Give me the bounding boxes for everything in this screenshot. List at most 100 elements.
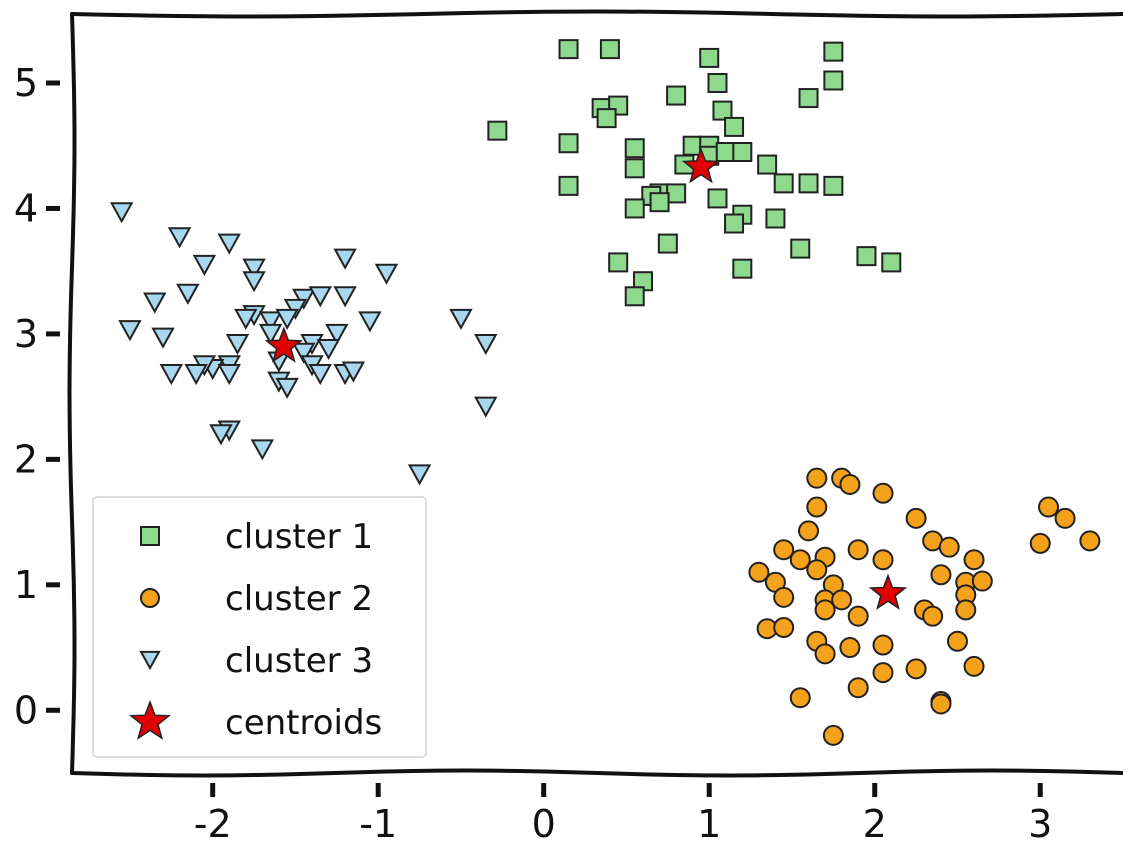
cluster-2-point — [839, 473, 861, 495]
cluster-2-point — [930, 693, 952, 715]
data-points — [109, 39, 1101, 746]
cluster-3-point — [209, 424, 233, 446]
cluster-2-point — [872, 482, 894, 504]
cluster-1-point — [765, 208, 786, 229]
cluster-1-point — [823, 175, 844, 196]
cluster-1-point — [707, 73, 728, 93]
cluster-2-point — [872, 549, 894, 571]
cluster-3-point — [474, 396, 498, 418]
cluster-1-point — [773, 173, 794, 194]
cluster-1-point — [707, 188, 728, 209]
cluster-2-point — [806, 559, 828, 581]
cluster-3-point — [159, 364, 184, 386]
cluster-1-point — [823, 41, 844, 62]
cluster-3-point — [234, 308, 258, 330]
cluster-2-point — [963, 655, 985, 677]
cluster-1-point — [558, 133, 579, 154]
x-tick-label: -2 — [194, 802, 232, 844]
cluster-2-point — [831, 589, 853, 611]
legend-marker-1 — [140, 526, 160, 546]
cluster-1-point — [558, 39, 579, 60]
cluster-3-point — [275, 377, 299, 399]
legend-marker-2 — [140, 588, 160, 608]
cluster-3-point — [109, 202, 134, 224]
cluster-2-point — [748, 561, 770, 583]
cluster-1-point — [798, 88, 819, 109]
cluster-1-point — [624, 138, 645, 159]
cluster-2-point — [938, 536, 960, 558]
series-4-markers — [264, 146, 908, 610]
cluster-1-point — [649, 192, 670, 213]
cluster-2-point — [971, 570, 993, 592]
centroid-marker — [681, 146, 721, 184]
cluster-2-point — [773, 586, 795, 608]
cluster-2-point — [930, 564, 952, 586]
cluster-3-point — [341, 361, 366, 383]
cluster-3-point — [449, 308, 473, 330]
cluster-1-point — [823, 70, 844, 91]
cluster-2-point — [798, 520, 820, 542]
cluster-1-point — [666, 183, 687, 204]
cluster-1-point — [790, 238, 811, 259]
cluster-3-point — [167, 227, 192, 249]
cluster-3-point — [225, 333, 250, 356]
legend-marker-4 — [128, 699, 172, 740]
cluster-3-point — [474, 333, 498, 356]
legend-label-4: centroids — [225, 703, 382, 743]
cluster-2-point — [1054, 507, 1076, 529]
cluster-1-point — [624, 198, 645, 219]
cluster-1-point — [487, 120, 508, 141]
cluster-1-point — [881, 252, 902, 273]
cluster-1-point — [657, 233, 678, 254]
centroid-marker — [264, 326, 304, 363]
cluster-3-point — [292, 342, 316, 364]
cluster-1-point — [666, 85, 687, 106]
cluster-1-point — [599, 39, 620, 60]
cluster-1-point — [596, 108, 617, 129]
cluster-1-point — [682, 135, 703, 156]
series-2-markers — [748, 467, 1101, 746]
cluster-3-point — [333, 248, 357, 270]
x-tick-label: 3 — [1028, 802, 1052, 844]
cluster-3-point — [275, 308, 299, 330]
cluster-2-point — [773, 539, 795, 561]
cluster-2-point — [1029, 532, 1051, 554]
cluster-3-point — [308, 286, 332, 308]
x-tick-label: 0 — [532, 802, 556, 844]
cluster-3-point — [283, 298, 308, 320]
legend-marker-3 — [139, 650, 161, 671]
cluster-3-point — [258, 311, 283, 333]
cluster-2-point — [789, 549, 811, 571]
plot-frame-top — [70, 9, 1123, 19]
cluster-1-point — [558, 175, 579, 196]
y-tick-label: 5 — [14, 61, 38, 105]
cluster-3-point — [143, 292, 167, 314]
cluster-1-point — [699, 47, 720, 68]
cluster-3-point — [407, 464, 432, 486]
cluster-2-point — [946, 630, 968, 652]
plot-frame-bottom — [70, 768, 1123, 778]
cluster-2-point — [847, 677, 869, 699]
cluster-1-point — [724, 116, 745, 137]
x-tick-label: -1 — [359, 802, 397, 844]
cluster-1-point — [624, 158, 645, 179]
legend-label-3: cluster 3 — [225, 641, 373, 681]
cluster-1-point — [715, 142, 736, 162]
y-tick-label: 0 — [14, 688, 38, 732]
y-tick-label: 2 — [14, 437, 38, 481]
cluster-2-point — [872, 662, 894, 684]
legend-label-2: cluster 2 — [225, 579, 373, 619]
cluster-3-point — [217, 364, 241, 386]
cluster-3-point — [217, 233, 241, 255]
cluster-2-point — [905, 507, 927, 529]
cluster-2-point — [814, 599, 836, 621]
cluster-3-point — [151, 327, 175, 349]
cluster-3-point — [325, 323, 349, 345]
cluster-3-point — [333, 286, 357, 308]
cluster-2-point — [822, 724, 844, 746]
cluster-2-point — [806, 496, 828, 518]
cluster-2-point — [905, 658, 927, 680]
cluster-2-point — [847, 539, 869, 561]
